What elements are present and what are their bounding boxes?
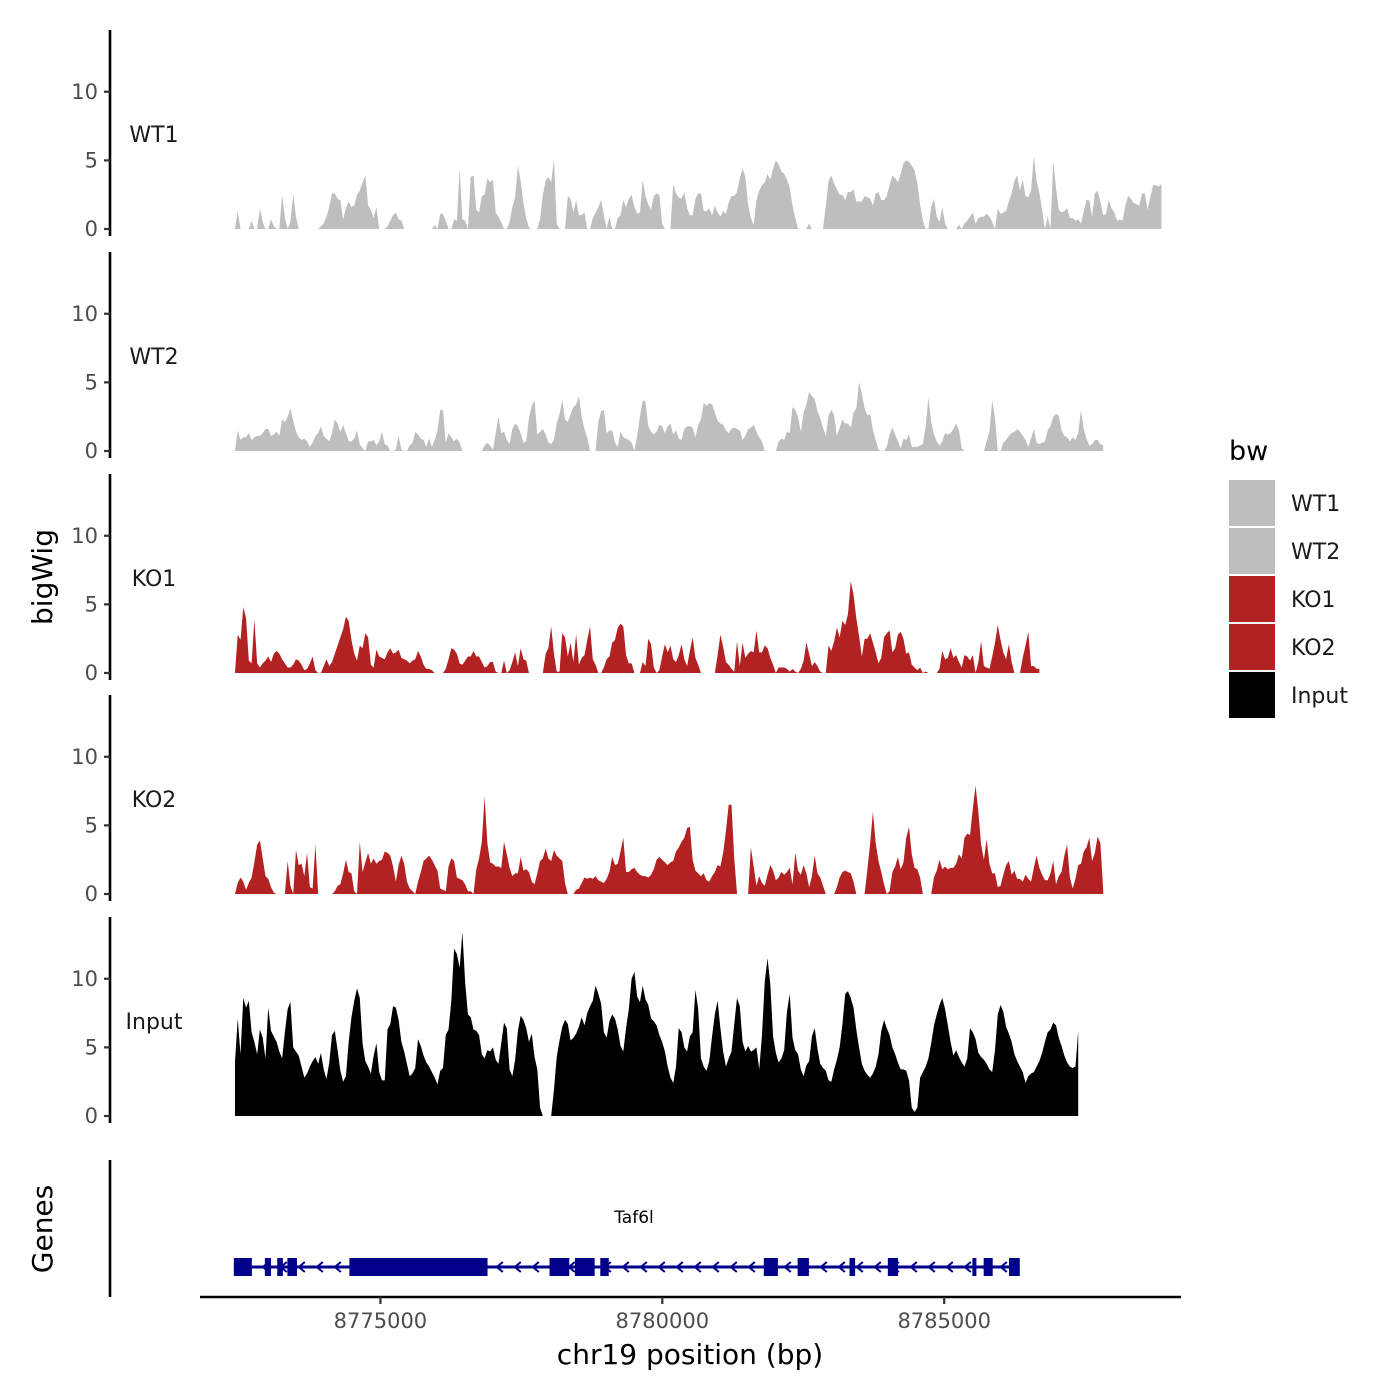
- x-tick-label: 8785000: [897, 1309, 991, 1333]
- gene-label: Taf6l: [613, 1208, 654, 1228]
- signal-area-ko1: [234, 581, 1040, 673]
- strand-arrow-icon: [657, 1261, 666, 1273]
- gene-exon: [349, 1258, 488, 1276]
- gene-exon: [797, 1258, 809, 1276]
- strand-arrow-icon: [963, 1261, 972, 1273]
- gene-exon: [574, 1258, 595, 1276]
- gene-exon: [887, 1258, 898, 1276]
- strand-arrow-icon: [693, 1261, 702, 1273]
- y-tick-label: 10: [71, 80, 98, 104]
- legend-swatch-wt2: [1229, 528, 1275, 574]
- strand-arrow-icon: [333, 1261, 342, 1273]
- gene-exon: [763, 1258, 778, 1276]
- legend-label-input: Input: [1291, 684, 1348, 709]
- track-ko2: 0 5 10 KO2: [71, 695, 1104, 906]
- signal-area-input: [234, 932, 1079, 1116]
- track-label: KO2: [132, 788, 177, 813]
- legend-label-wt2: WT2: [1291, 540, 1340, 565]
- y-tick-label: 10: [71, 745, 98, 769]
- gene-exon: [264, 1258, 272, 1276]
- track-label: WT2: [129, 345, 178, 370]
- x-tick-label: 8775000: [334, 1309, 428, 1333]
- strand-arrow-icon: [315, 1261, 324, 1273]
- gene-exon: [549, 1258, 570, 1276]
- track-wt1: 0 5 10 WT1: [71, 30, 1162, 241]
- legend-label-wt1: WT1: [1291, 492, 1340, 517]
- strand-arrow-icon: [495, 1261, 504, 1273]
- genes-panel-title: Genes: [26, 1185, 59, 1273]
- gene-exon: [849, 1258, 856, 1276]
- strand-arrow-icon: [999, 1261, 1008, 1273]
- strand-arrow-icon: [513, 1261, 522, 1273]
- x-tick-label: 8780000: [616, 1309, 710, 1333]
- strand-arrow-icon: [873, 1261, 882, 1273]
- y-tick-label: 0: [85, 439, 98, 463]
- y-tick-label: 10: [71, 302, 98, 326]
- legend-swatch-ko1: [1229, 576, 1275, 622]
- signal-area-wt1: [234, 156, 1162, 229]
- strand-arrow-icon: [945, 1261, 954, 1273]
- signal-area-wt2: [234, 382, 1104, 451]
- strand-arrow-icon: [675, 1261, 684, 1273]
- legend-swatch-input: [1229, 672, 1275, 718]
- strand-arrow-icon: [909, 1261, 918, 1273]
- strand-arrow-icon: [927, 1261, 936, 1273]
- track-label: WT1: [129, 123, 178, 148]
- strand-arrow-icon: [297, 1261, 306, 1273]
- legend-swatch-ko2: [1229, 624, 1275, 670]
- track-label: KO1: [132, 567, 177, 592]
- strand-arrow-icon: [819, 1261, 828, 1273]
- gene-exon: [972, 1258, 977, 1276]
- y-tick-label: 5: [85, 813, 98, 837]
- y-tick-label: 0: [85, 882, 98, 906]
- y-tick-label: 0: [85, 1104, 98, 1128]
- y-tick-label: 0: [85, 217, 98, 241]
- genes-panel: Taf6l: [108, 1160, 1020, 1297]
- gene-exon: [983, 1258, 993, 1276]
- legend-label-ko1: KO1: [1291, 588, 1336, 613]
- gene-exon: [600, 1258, 609, 1276]
- strand-arrow-icon: [711, 1261, 720, 1273]
- y-axis-title: bigWig: [26, 529, 59, 625]
- gene-exon: [277, 1258, 283, 1276]
- legend-swatch-wt1: [1229, 480, 1275, 526]
- y-tick-label: 10: [71, 967, 98, 991]
- strand-arrow-icon: [639, 1261, 648, 1273]
- y-tick-label: 0: [85, 661, 98, 685]
- track-wt2: 0 5 10 WT2: [71, 252, 1104, 463]
- gene-exon: [1009, 1258, 1020, 1276]
- x-axis: 8775000 8780000 8785000: [200, 1295, 1181, 1333]
- x-axis-title: chr19 position (bp): [557, 1338, 823, 1371]
- y-tick-label: 5: [85, 148, 98, 172]
- track-label: Input: [126, 1010, 183, 1035]
- strand-arrow-icon: [837, 1261, 846, 1273]
- signal-area-ko2: [234, 785, 1104, 894]
- strand-arrow-icon: [729, 1261, 738, 1273]
- gene-exon: [233, 1258, 252, 1276]
- y-tick-label: 5: [85, 1035, 98, 1059]
- track-ko1: 0 5 10 KO1: [71, 474, 1040, 685]
- y-tick-label: 10: [71, 524, 98, 548]
- y-tick-label: 5: [85, 592, 98, 616]
- legend-title: bw: [1229, 436, 1268, 467]
- gene-exon: [287, 1258, 297, 1276]
- strand-arrow-icon: [855, 1261, 864, 1273]
- strand-arrow-icon: [621, 1261, 630, 1273]
- strand-arrow-icon: [531, 1261, 540, 1273]
- legend-label-ko2: KO2: [1291, 636, 1336, 661]
- strand-arrow-icon: [747, 1261, 756, 1273]
- signal-tracks: 0 5 10 WT1 0 5 10 WT2 0 5 10 KO1 0 5 10 KO2 0 5 10 Input: [71, 30, 1162, 1128]
- legend: bw WT1 WT2 KO1 KO2 Input: [1229, 436, 1348, 718]
- strand-arrow-icon: [783, 1261, 792, 1273]
- y-tick-label: 5: [85, 370, 98, 394]
- track-input: 0 5 10 Input: [71, 917, 1079, 1128]
